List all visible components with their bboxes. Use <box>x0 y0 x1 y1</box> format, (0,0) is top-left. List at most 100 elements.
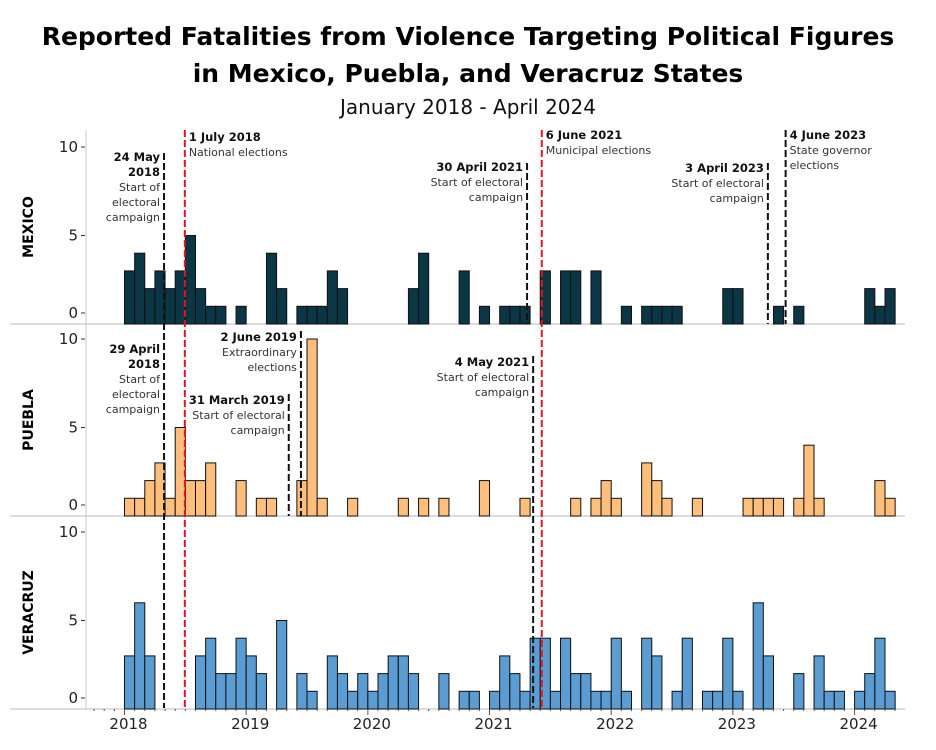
panel-label-puebla: PUEBLA <box>21 389 37 451</box>
annotation-date: 6 June 2021 <box>546 128 622 142</box>
annotation-description: campaign <box>710 192 764 205</box>
annotation-description: Start of electoral <box>671 177 763 190</box>
bar-mexico <box>519 305 531 325</box>
bar-puebla <box>641 462 653 517</box>
bar-puebla <box>752 497 764 517</box>
bar-veracruz <box>732 690 744 710</box>
bar-mexico <box>124 270 136 325</box>
panel-label-veracruz: VERACRUZ <box>21 570 37 655</box>
bar-veracruz <box>854 690 866 710</box>
bar-veracruz <box>539 637 551 710</box>
bar-puebla <box>397 497 409 517</box>
bar-veracruz <box>499 655 511 710</box>
bar-puebla <box>296 480 308 517</box>
chart-title-line-1: Reported Fatalities from Violence Target… <box>42 22 895 51</box>
bar-puebla <box>347 497 359 517</box>
bar-veracruz <box>560 637 572 710</box>
bar-veracruz <box>590 690 602 710</box>
bar-puebla <box>570 497 582 517</box>
bar-mexico <box>570 270 582 325</box>
bar-veracruz <box>793 673 805 710</box>
bar-puebla <box>174 427 186 517</box>
annotation-description: Start of <box>119 373 161 386</box>
bar-veracruz <box>468 690 480 710</box>
annotation-description: Extraordinary <box>222 346 297 359</box>
annotation-description: Start of electoral <box>431 176 523 189</box>
bar-veracruz <box>367 690 379 710</box>
chart-title-line-2: in Mexico, Puebla, and Veracruz States <box>193 59 744 88</box>
bar-puebla <box>478 480 491 517</box>
bar-veracruz <box>509 673 521 710</box>
bar-mexico <box>539 270 551 325</box>
y-tick-label: 10 <box>59 330 78 348</box>
bar-veracruz <box>387 655 399 710</box>
bar-veracruz <box>377 673 389 710</box>
bar-veracruz <box>620 690 632 710</box>
annotation-date: 31 March 2019 <box>189 393 285 407</box>
bar-veracruz <box>438 673 450 710</box>
annotation-date: 30 April 2021 <box>436 160 523 174</box>
bar-puebla <box>154 462 166 517</box>
bar-mexico <box>418 252 430 325</box>
bar-puebla <box>803 444 815 517</box>
x-tick-label: 2022 <box>596 715 634 733</box>
bar-veracruz <box>347 690 359 710</box>
bar-veracruz <box>610 637 622 710</box>
annotation-date: 2018 <box>128 165 160 179</box>
bar-puebla <box>418 497 430 517</box>
annotation-description: campaign <box>231 424 285 437</box>
bar-puebla <box>164 497 176 517</box>
bar-veracruz <box>651 655 663 710</box>
y-tick-label: 0 <box>68 689 78 707</box>
y-tick-label: 5 <box>68 612 78 630</box>
bar-veracruz <box>407 673 420 710</box>
y-tick-label: 0 <box>68 496 78 514</box>
x-tick-label: 2023 <box>718 715 756 733</box>
bar-puebla <box>144 480 156 517</box>
bar-veracruz <box>570 673 582 710</box>
y-tick-label: 5 <box>68 419 78 437</box>
annotation-description: electoral <box>112 388 160 401</box>
bar-veracruz <box>701 690 714 710</box>
bar-veracruz <box>864 673 876 710</box>
bar-puebla <box>265 497 278 517</box>
x-tick-label: 2024 <box>839 715 877 733</box>
bar-puebla <box>205 462 217 517</box>
bar-veracruz <box>336 673 349 710</box>
bar-mexico <box>458 270 470 325</box>
bar-veracruz <box>833 690 845 710</box>
bar-mexico <box>265 252 278 325</box>
bar-puebla <box>884 497 896 517</box>
bar-veracruz <box>600 690 612 710</box>
bar-veracruz <box>681 637 693 710</box>
bar-mexico <box>276 288 288 325</box>
bar-veracruz <box>580 673 592 710</box>
bar-puebla <box>306 338 318 517</box>
annotation-description: Start of electoral <box>192 409 284 422</box>
bar-puebla <box>762 497 774 517</box>
bar-veracruz <box>296 673 308 710</box>
y-tick-label: 5 <box>68 227 78 245</box>
bar-mexico <box>509 305 521 325</box>
bar-veracruz <box>205 637 217 710</box>
bar-veracruz <box>671 690 683 710</box>
bar-mexico <box>205 305 217 325</box>
bar-puebla <box>519 497 531 517</box>
bar-puebla <box>651 480 663 517</box>
annotation-date: 24 May <box>114 150 161 164</box>
bar-puebla <box>316 497 328 517</box>
bar-mexico <box>235 305 247 325</box>
bar-veracruz <box>884 690 896 710</box>
bar-mexico <box>134 252 146 325</box>
bar-veracruz <box>357 673 369 710</box>
annotation-description: campaign <box>106 403 160 416</box>
bar-puebla <box>134 497 146 517</box>
bar-mexico <box>864 288 876 325</box>
x-tick-label: 2021 <box>474 715 512 733</box>
x-tick-label: 2018 <box>109 715 147 733</box>
bar-veracruz <box>712 690 724 710</box>
annotation-description: campaign <box>469 191 523 204</box>
bar-veracruz <box>215 673 227 710</box>
bar-mexico <box>884 288 896 325</box>
